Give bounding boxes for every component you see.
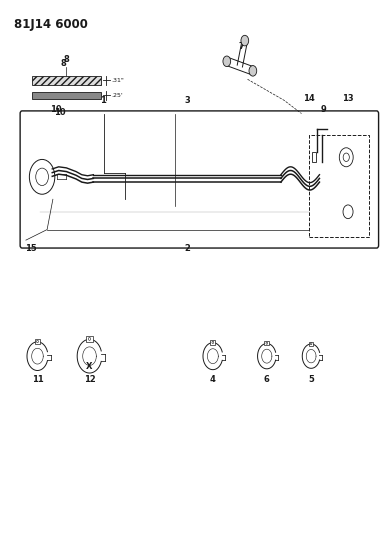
Text: 12: 12 bbox=[84, 375, 95, 384]
Text: 4: 4 bbox=[210, 375, 216, 384]
Bar bbox=[309, 342, 313, 346]
FancyBboxPatch shape bbox=[20, 111, 378, 248]
Text: 1: 1 bbox=[100, 96, 106, 105]
Circle shape bbox=[249, 66, 257, 76]
Text: 8: 8 bbox=[63, 55, 69, 64]
Bar bbox=[309, 135, 369, 238]
Text: 10: 10 bbox=[54, 108, 65, 117]
Bar bbox=[86, 336, 93, 342]
Bar bbox=[312, 152, 316, 163]
Text: 11: 11 bbox=[32, 375, 43, 384]
Circle shape bbox=[29, 159, 55, 194]
Circle shape bbox=[212, 341, 214, 343]
Text: .25': .25' bbox=[111, 93, 123, 98]
Circle shape bbox=[266, 342, 267, 344]
Text: 6: 6 bbox=[264, 375, 270, 384]
Circle shape bbox=[88, 337, 91, 341]
Text: 13: 13 bbox=[342, 94, 353, 103]
Circle shape bbox=[241, 35, 249, 46]
Text: 9: 9 bbox=[321, 106, 326, 115]
Text: 14: 14 bbox=[303, 94, 315, 103]
Circle shape bbox=[343, 153, 349, 161]
Circle shape bbox=[223, 56, 231, 67]
Bar bbox=[264, 341, 269, 345]
Circle shape bbox=[310, 343, 312, 345]
Text: 2: 2 bbox=[185, 244, 191, 253]
Circle shape bbox=[36, 168, 48, 185]
Text: X: X bbox=[86, 362, 93, 371]
Circle shape bbox=[36, 340, 38, 343]
Text: .31": .31" bbox=[111, 78, 124, 83]
Text: 8: 8 bbox=[60, 59, 66, 68]
Circle shape bbox=[339, 148, 353, 167]
Bar bbox=[32, 92, 101, 99]
Text: 81J14 6000: 81J14 6000 bbox=[14, 18, 88, 30]
Circle shape bbox=[343, 205, 353, 219]
Text: 10: 10 bbox=[50, 105, 62, 114]
Bar bbox=[210, 340, 215, 345]
Text: 5: 5 bbox=[308, 375, 314, 384]
Text: 3: 3 bbox=[185, 96, 191, 105]
Bar bbox=[32, 76, 101, 85]
Text: 15: 15 bbox=[25, 244, 36, 253]
Text: 7: 7 bbox=[239, 42, 245, 51]
Bar bbox=[35, 339, 40, 344]
